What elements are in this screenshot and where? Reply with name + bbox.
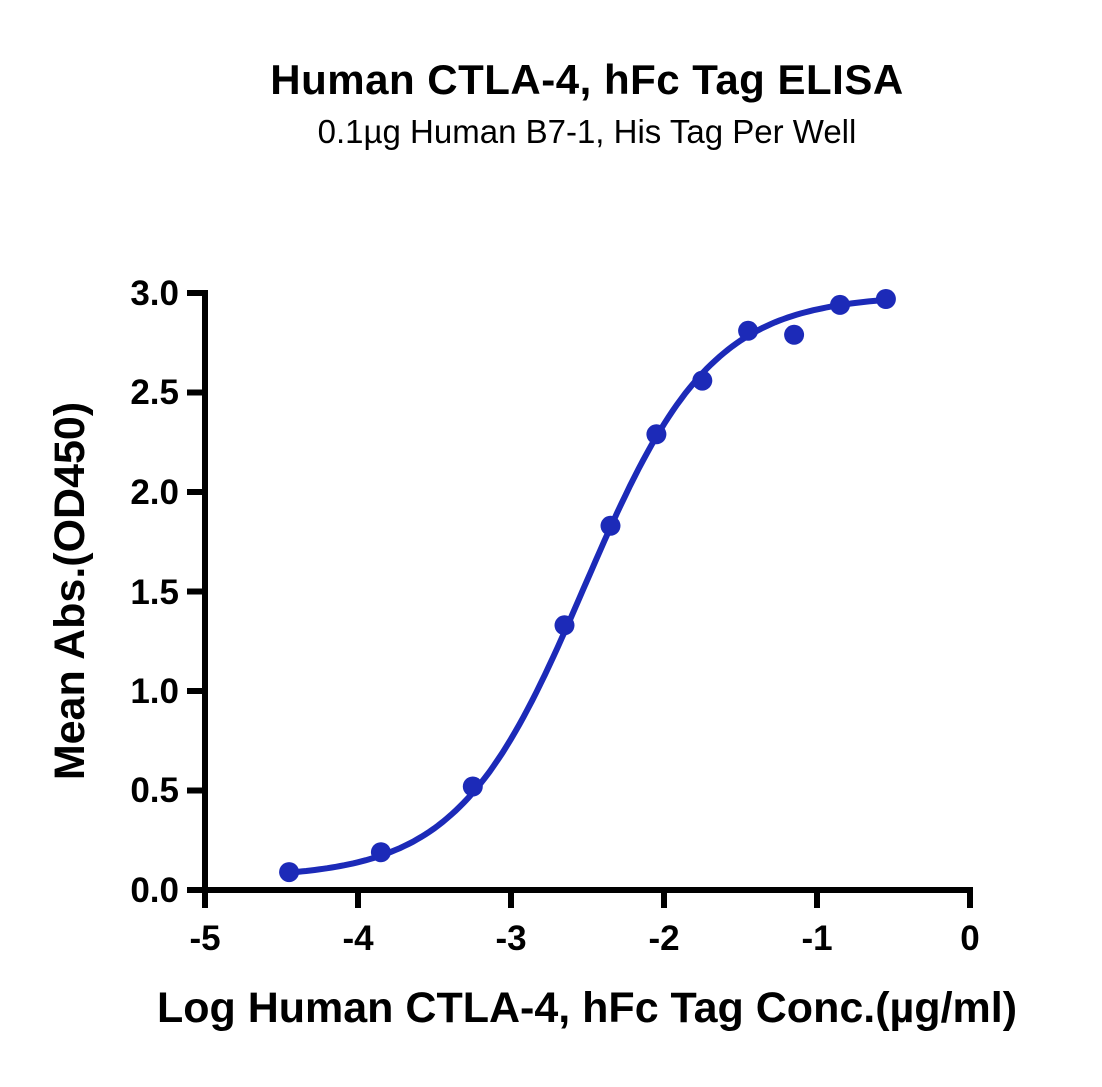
data-point <box>875 289 896 309</box>
x-tick-label: -5 <box>189 919 220 958</box>
series-layer <box>279 289 896 883</box>
x-tick-labels: -5 -4 -3 -2 -1 0 <box>189 919 979 958</box>
y-tick-label: 1.0 <box>130 672 179 711</box>
data-point <box>830 294 850 315</box>
y-tick-label: 0.0 <box>130 871 179 910</box>
data-point <box>784 324 805 345</box>
y-tick-label: 0.5 <box>130 771 179 810</box>
y-axis-title: Mean Abs.(OD450) <box>46 402 94 780</box>
x-axis-title: Log Human CTLA-4, hFc Tag Conc.(µg/ml) <box>157 984 1017 1032</box>
data-point <box>738 320 759 341</box>
x-tick-label: -1 <box>801 919 832 958</box>
y-tick-labels: 0.0 0.5 1.0 1.5 2.0 2.5 3.0 <box>130 274 179 910</box>
data-point <box>279 862 300 883</box>
x-tick-label: 0 <box>960 919 979 958</box>
x-tick-label: -3 <box>495 919 526 958</box>
axes-layer <box>187 290 973 908</box>
x-tick-label: -2 <box>648 919 679 958</box>
y-tick-label: 2.0 <box>130 473 179 512</box>
data-point <box>554 615 575 636</box>
data-point <box>692 370 713 391</box>
fit-curve <box>286 296 889 876</box>
data-point <box>600 515 621 536</box>
y-tick-label: 1.5 <box>130 573 179 612</box>
data-point <box>462 776 483 797</box>
data-point <box>646 424 667 445</box>
chart-title: Human CTLA-4, hFc Tag ELISA <box>270 56 904 103</box>
y-tick-label: 2.5 <box>130 373 179 412</box>
data-point <box>370 842 391 863</box>
x-tick-label: -4 <box>342 919 374 958</box>
chart-subtitle: 0.1µg Human B7-1, His Tag Per Well <box>317 113 857 150</box>
y-tick-label: 3.0 <box>130 274 179 313</box>
